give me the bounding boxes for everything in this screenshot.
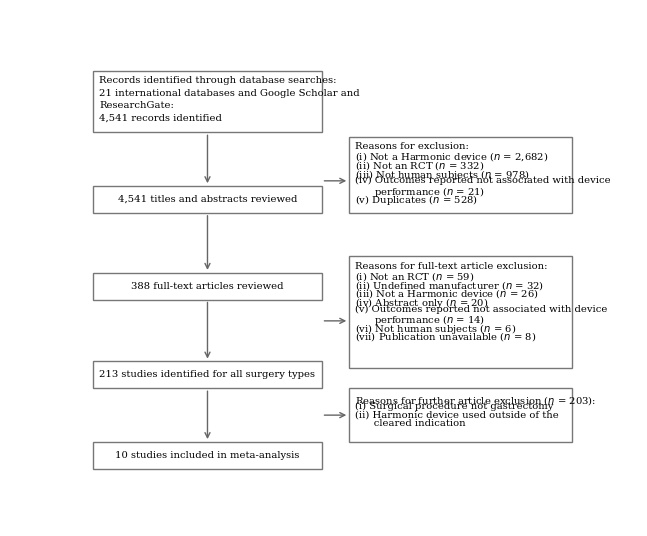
Text: performance ($\it{n}$ = 14): performance ($\it{n}$ = 14) [355,313,485,327]
Text: (i) Not an RCT ($\it{n}$ = 59): (i) Not an RCT ($\it{n}$ = 59) [355,270,474,283]
Text: performance ($\it{n}$ = 21): performance ($\it{n}$ = 21) [355,185,485,199]
Text: (ii) Undefined manufacturer ($\it{n}$ = 32): (ii) Undefined manufacturer ($\it{n}$ = … [355,279,544,292]
FancyBboxPatch shape [349,137,573,213]
Text: (iv) Outcomes reported not associated with device: (iv) Outcomes reported not associated wi… [355,176,611,185]
FancyBboxPatch shape [349,256,573,368]
FancyBboxPatch shape [93,361,322,388]
Text: 4,541 titles and abstracts reviewed: 4,541 titles and abstracts reviewed [118,195,297,204]
Text: 388 full-text articles reviewed: 388 full-text articles reviewed [131,281,284,291]
FancyBboxPatch shape [93,186,322,213]
Text: (ii) Not an RCT ($\it{n}$ = 332): (ii) Not an RCT ($\it{n}$ = 332) [355,159,485,172]
Text: (iv) Abstract only ($\it{n}$ = 20): (iv) Abstract only ($\it{n}$ = 20) [355,296,488,310]
FancyBboxPatch shape [93,442,322,469]
FancyBboxPatch shape [349,388,573,442]
FancyBboxPatch shape [93,273,322,300]
Text: (vii) Publication unavailable ($\it{n}$ = 8): (vii) Publication unavailable ($\it{n}$ … [355,330,536,343]
Text: (vi) Not human subjects ($\it{n}$ = 6): (vi) Not human subjects ($\it{n}$ = 6) [355,322,516,336]
Text: 10 studies included in meta-analysis: 10 studies included in meta-analysis [115,451,300,460]
Text: cleared indication: cleared indication [355,420,466,428]
FancyBboxPatch shape [93,71,322,132]
Text: (i) Surgical procedure not gastrectomy: (i) Surgical procedure not gastrectomy [355,402,554,412]
Text: Reasons for further article exclusion ($\it{n}$ = 203):: Reasons for further article exclusion ($… [355,393,597,407]
Text: Reasons for exclusion:: Reasons for exclusion: [355,142,469,151]
Text: (iii) Not human subjects ($\it{n}$ = 978): (iii) Not human subjects ($\it{n}$ = 978… [355,168,530,182]
Text: Records identified through database searches:
21 international databases and Goo: Records identified through database sear… [100,76,360,123]
Text: Reasons for full-text article exclusion:: Reasons for full-text article exclusion: [355,262,547,271]
Text: (i) Not a Harmonic device ($\it{n}$ = 2,682): (i) Not a Harmonic device ($\it{n}$ = 2,… [355,151,549,163]
Text: (iii) Not a Harmonic device ($\it{n}$ = 26): (iii) Not a Harmonic device ($\it{n}$ = … [355,287,539,300]
Text: (v) Duplicates ($\it{n}$ = 528): (v) Duplicates ($\it{n}$ = 528) [355,193,478,207]
Text: 213 studies identified for all surgery types: 213 studies identified for all surgery t… [100,370,316,379]
Text: (v) Outcomes reported not associated with device: (v) Outcomes reported not associated wit… [355,304,608,314]
Text: (ii) Harmonic device used outside of the: (ii) Harmonic device used outside of the [355,411,559,420]
